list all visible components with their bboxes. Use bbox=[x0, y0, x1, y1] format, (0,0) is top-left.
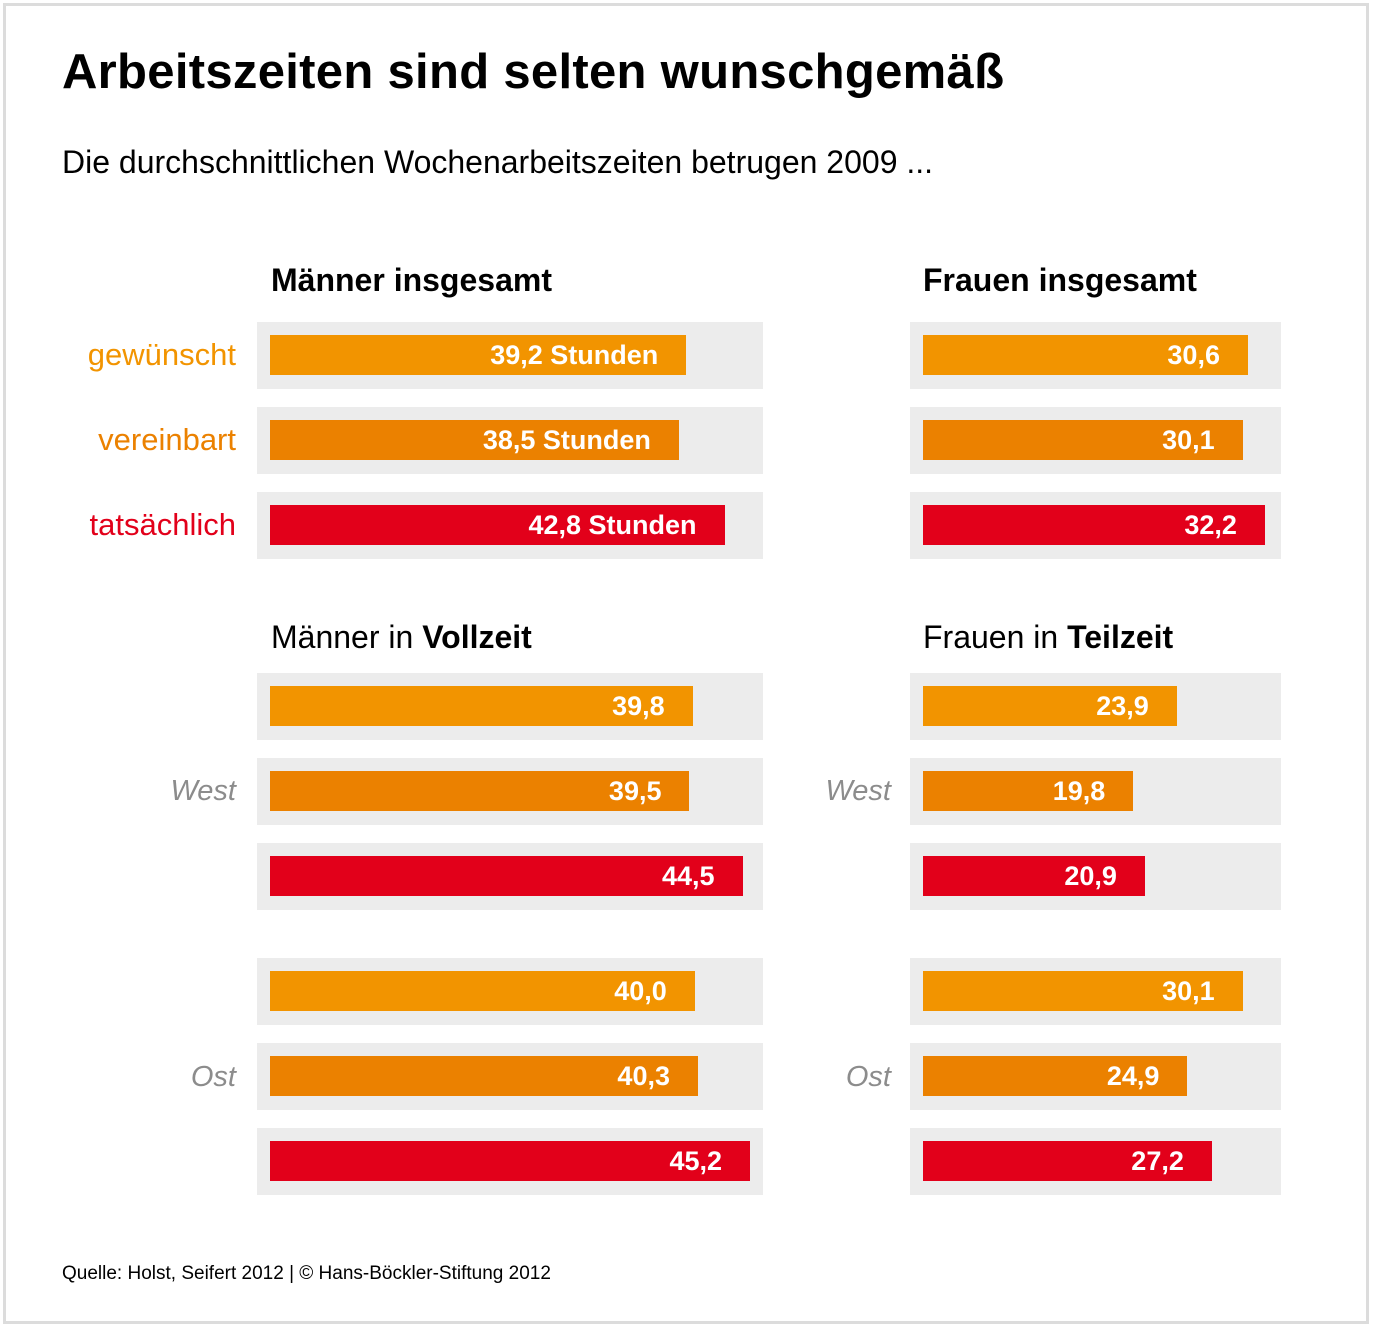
maenner-vollzeit-ost-value-label-tatsaechlich: 45,2 bbox=[669, 1146, 723, 1176]
frauen-teilzeit-west-value-label-gewuenscht: 23,9 bbox=[1096, 691, 1149, 721]
row-label-tatsaechlich: tatsächlich bbox=[89, 507, 236, 542]
frauen-insgesamt-bar-vereinbart bbox=[923, 420, 1243, 460]
frauen-teilzeit-ost-value-label-gewuenscht: 30,1 bbox=[1162, 976, 1215, 1006]
frauen-insgesamt-bar-tatsaechlich bbox=[923, 505, 1265, 545]
maenner-vollzeit-west-value-label-vereinbart: 39,5 bbox=[608, 776, 662, 806]
panel-title-normal: Männer in bbox=[271, 619, 423, 655]
maenner-vollzeit-west-bar-tatsaechlich bbox=[270, 856, 743, 896]
frauen-teilzeit-ost-value-label-vereinbart: 24,9 bbox=[1106, 1061, 1160, 1091]
frauen-teilzeit-west-value-label-vereinbart: 19,8 bbox=[1052, 776, 1106, 806]
maenner-vollzeit-ost-value-label-gewuenscht: 40,0 bbox=[614, 976, 667, 1006]
frauen-insgesamt-value-label-vereinbart: 30,1 bbox=[1162, 425, 1215, 455]
source-note: Quelle: Holst, Seifert 2012 | © Hans-Böc… bbox=[62, 1263, 551, 1284]
panel-title-bold: Teilzeit bbox=[1067, 619, 1174, 655]
panel-title-bold: Männer insgesamt bbox=[271, 262, 552, 298]
chart-subtitle: Die durchschnittlichen Wochenarbeitszeit… bbox=[62, 144, 934, 180]
maenner-vollzeit-ost-bar-gewuenscht bbox=[270, 971, 695, 1011]
maenner-vollzeit-west-value-label-gewuenscht: 39,8 bbox=[612, 691, 665, 721]
frauen-insgesamt-value-label-tatsaechlich: 32,2 bbox=[1184, 510, 1237, 540]
panel-title-maenner-vollzeit: Männer in Vollzeit bbox=[271, 619, 532, 656]
maenner-vollzeit-west-bar-gewuenscht bbox=[270, 686, 693, 726]
maenner-vollzeit-west-bar-vereinbart bbox=[270, 771, 690, 811]
group-label-west-maenner: West bbox=[170, 775, 236, 807]
frauen-teilzeit-ost-bar-vereinbart bbox=[923, 1056, 1188, 1096]
maenner-insgesamt-bar-vereinbart bbox=[270, 420, 679, 460]
maenner-vollzeit-ost-bar-vereinbart bbox=[270, 1056, 698, 1096]
frauen-teilzeit-west-bar-vereinbart bbox=[923, 771, 1134, 811]
row-label-gewuenscht: gewünscht bbox=[87, 337, 236, 372]
panel-title-frauen-teilzeit: Frauen in Teilzeit bbox=[923, 619, 1173, 656]
group-label-ost-maenner: Ost bbox=[190, 1061, 236, 1093]
panel-title-bold: Frauen insgesamt bbox=[923, 262, 1197, 298]
chart-title: Arbeitszeiten sind selten wunschgemäß bbox=[62, 45, 1005, 99]
frauen-teilzeit-west-bar-gewuenscht bbox=[923, 686, 1177, 726]
frauen-teilzeit-ost-bar-gewuenscht bbox=[923, 971, 1243, 1011]
maenner-vollzeit-ost-value-label-vereinbart: 40,3 bbox=[617, 1061, 670, 1091]
row-label-vereinbart: vereinbart bbox=[98, 422, 236, 457]
chart-frame bbox=[3, 3, 1369, 1324]
maenner-vollzeit-west-value-label-tatsaechlich: 44,5 bbox=[662, 861, 715, 891]
panel-title-frauen-insgesamt: Frauen insgesamt bbox=[923, 262, 1197, 299]
frauen-teilzeit-ost-value-label-tatsaechlich: 27,2 bbox=[1131, 1146, 1184, 1176]
maenner-vollzeit-ost-bar-tatsaechlich bbox=[270, 1141, 751, 1181]
frauen-insgesamt-bar-gewuenscht bbox=[923, 335, 1248, 375]
maenner-insgesamt-value-label-gewuenscht: 39,2 Stunden bbox=[490, 340, 659, 370]
frauen-teilzeit-ost-bar-tatsaechlich bbox=[923, 1141, 1212, 1181]
group-label-west-frauen: West bbox=[825, 775, 891, 807]
maenner-insgesamt-bar-gewuenscht bbox=[270, 335, 687, 375]
panel-title-maenner-insgesamt: Männer insgesamt bbox=[271, 262, 552, 299]
maenner-insgesamt-bar-tatsaechlich bbox=[270, 505, 725, 545]
maenner-insgesamt-value-label-tatsaechlich: 42,8 Stunden bbox=[528, 510, 697, 540]
panel-title-bold: Vollzeit bbox=[422, 619, 532, 655]
group-label-ost-frauen: Ost bbox=[845, 1061, 891, 1093]
maenner-insgesamt-value-label-vereinbart: 38,5 Stunden bbox=[482, 425, 651, 455]
frauen-teilzeit-west-bar-tatsaechlich bbox=[923, 856, 1145, 896]
frauen-insgesamt-value-label-gewuenscht: 30,6 bbox=[1167, 340, 1220, 370]
frauen-teilzeit-west-value-label-tatsaechlich: 20,9 bbox=[1064, 861, 1117, 891]
panel-title-normal: Frauen in bbox=[923, 619, 1068, 655]
